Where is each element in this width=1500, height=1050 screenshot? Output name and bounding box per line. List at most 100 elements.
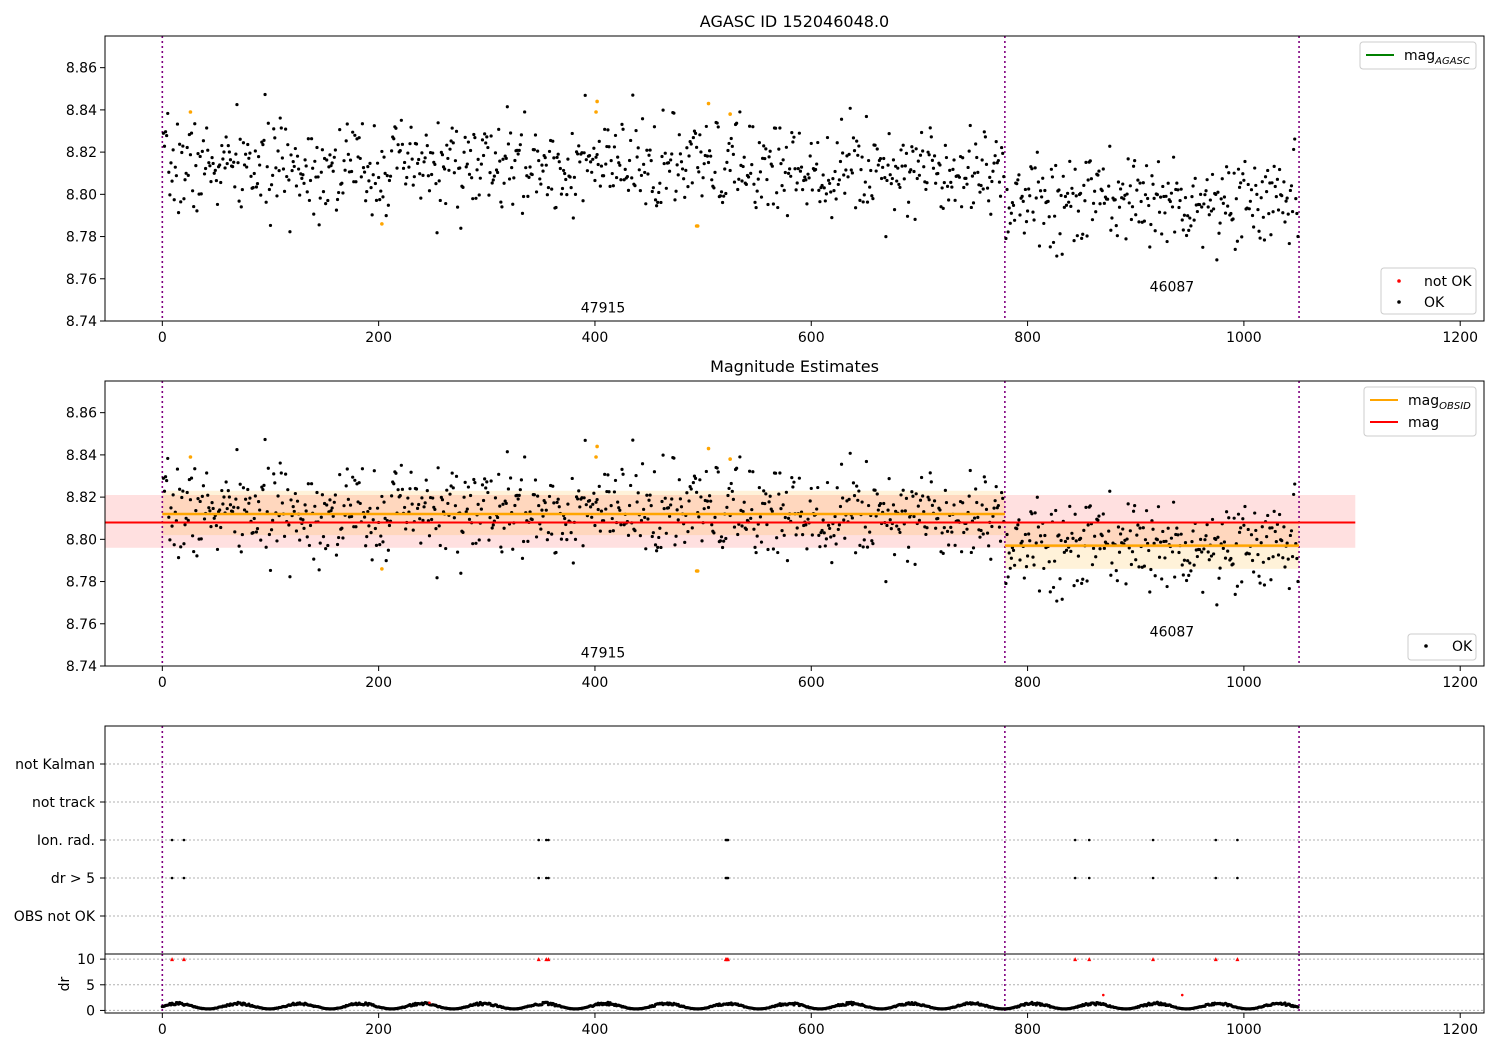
ok-point bbox=[785, 214, 790, 218]
ok-point bbox=[669, 158, 673, 162]
ok-point bbox=[1226, 204, 1230, 208]
ok-point bbox=[380, 149, 384, 154]
ok-point bbox=[587, 153, 592, 158]
ok-point bbox=[191, 534, 195, 538]
ok-point bbox=[860, 500, 864, 504]
ok-point bbox=[913, 562, 917, 566]
ok-point bbox=[633, 529, 637, 533]
ok-point bbox=[652, 470, 657, 474]
ok-point bbox=[344, 484, 348, 488]
ok-point bbox=[213, 168, 217, 172]
ok-point bbox=[627, 158, 632, 163]
ok-point bbox=[791, 485, 795, 489]
ok-point bbox=[337, 535, 341, 540]
ok-point bbox=[917, 518, 922, 522]
ok-point bbox=[930, 158, 935, 162]
ok-point bbox=[674, 534, 678, 538]
ok-point bbox=[748, 469, 752, 473]
ok-point bbox=[259, 193, 263, 197]
ok-point bbox=[716, 125, 720, 129]
ok-point bbox=[519, 133, 524, 137]
ok-point bbox=[834, 197, 838, 201]
ok-point bbox=[594, 155, 598, 159]
ok-point bbox=[1037, 589, 1042, 593]
ok-point bbox=[693, 131, 698, 136]
ok-point bbox=[698, 478, 702, 482]
ok-point bbox=[332, 500, 336, 504]
ok-point bbox=[960, 205, 964, 209]
ok-point bbox=[757, 486, 761, 490]
ok-point bbox=[423, 501, 427, 505]
ok-point bbox=[1161, 529, 1165, 534]
ok-point bbox=[637, 168, 641, 172]
ok-point bbox=[836, 527, 840, 532]
ok-point bbox=[194, 509, 198, 513]
obsid-label: 47915 bbox=[581, 301, 626, 317]
ok-point bbox=[676, 518, 680, 522]
ok-point bbox=[660, 154, 664, 159]
flag-point bbox=[537, 838, 541, 842]
ok-point bbox=[674, 189, 678, 193]
ok-point bbox=[899, 493, 903, 497]
ok-point bbox=[571, 561, 575, 565]
ok-point bbox=[1209, 209, 1214, 213]
ok-point bbox=[1085, 234, 1089, 238]
ok-point bbox=[771, 202, 776, 206]
ok-point bbox=[1016, 178, 1020, 182]
ok-point bbox=[1203, 193, 1207, 197]
ok-point bbox=[384, 214, 388, 218]
ok-point bbox=[380, 494, 384, 499]
ok-point bbox=[1216, 190, 1220, 194]
dr-clipped-marker bbox=[536, 957, 541, 962]
ok-point bbox=[426, 174, 430, 178]
ok-point bbox=[170, 179, 174, 183]
mag-band bbox=[105, 495, 1356, 548]
ok-point bbox=[1250, 213, 1255, 218]
ok-point bbox=[461, 530, 465, 534]
ok-point bbox=[462, 495, 466, 499]
ok-point bbox=[936, 516, 940, 521]
ok-point bbox=[294, 529, 299, 533]
ok-point bbox=[1134, 213, 1138, 217]
ok-point bbox=[440, 153, 445, 157]
ok-point bbox=[467, 172, 472, 176]
ok-point bbox=[434, 527, 438, 531]
ok-point bbox=[647, 153, 651, 157]
ok-point bbox=[398, 494, 402, 498]
ok-point bbox=[433, 162, 437, 167]
ok-point bbox=[859, 168, 863, 172]
ok-point bbox=[1004, 236, 1008, 241]
ok-point bbox=[897, 527, 901, 531]
ok-point bbox=[269, 183, 274, 187]
ok-point bbox=[563, 516, 567, 521]
ok-point bbox=[584, 158, 588, 162]
ok-point bbox=[200, 149, 204, 153]
ok-point bbox=[274, 166, 278, 170]
ok-point bbox=[625, 174, 629, 179]
ok-point bbox=[1070, 531, 1074, 535]
ok-point bbox=[830, 216, 834, 220]
ok-point bbox=[1221, 201, 1225, 205]
ok-point bbox=[794, 533, 798, 537]
ok-point bbox=[932, 154, 937, 158]
legend-marker bbox=[1397, 279, 1401, 283]
ok-point bbox=[471, 197, 475, 201]
ok-point bbox=[378, 198, 382, 202]
ok-point bbox=[1070, 186, 1074, 190]
ok-point bbox=[1031, 210, 1035, 214]
ok-point bbox=[735, 466, 739, 470]
ok-point bbox=[750, 162, 754, 167]
legend-marker bbox=[1397, 300, 1401, 304]
ok-point bbox=[537, 158, 541, 163]
ok-point bbox=[406, 151, 410, 155]
ok-point bbox=[704, 124, 708, 129]
ok-point bbox=[280, 156, 284, 160]
ok-point bbox=[215, 202, 220, 207]
ok-point bbox=[842, 173, 846, 177]
ok-point bbox=[609, 159, 613, 163]
ok-point bbox=[1217, 576, 1221, 580]
ok-point bbox=[832, 189, 836, 193]
ok-point bbox=[1152, 196, 1156, 200]
ok-point bbox=[1084, 160, 1088, 164]
